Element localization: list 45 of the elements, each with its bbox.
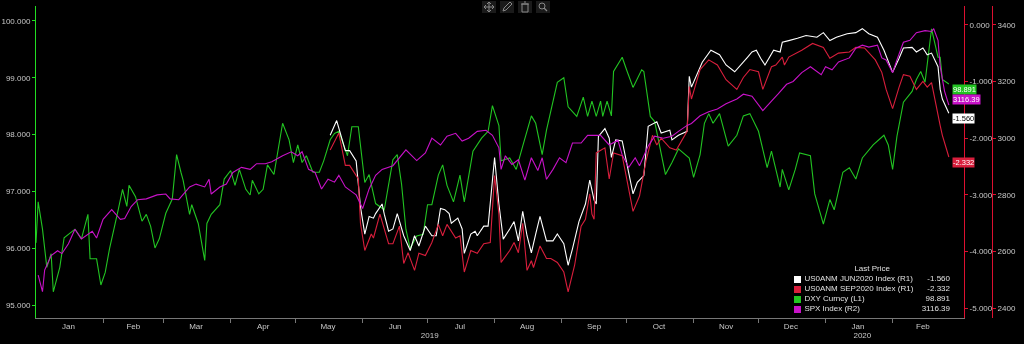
x-tick-label: Jun (388, 321, 402, 331)
x-tick-label: Jan (62, 321, 75, 331)
y3-tick-label: 3000 (997, 133, 1016, 143)
x2-tick-label: 2019 (420, 331, 440, 340)
x-tick-label: Oct (652, 321, 666, 331)
y2-tick-label: -5.000 (969, 304, 993, 314)
x-tick-label: Feb (915, 321, 931, 331)
y-tick-label: 100.000 (1, 16, 31, 26)
line-series (329, 42, 950, 293)
text: -2.332 (927, 284, 950, 293)
y3-tick-label: 3200 (997, 77, 1016, 87)
x-tick-label: May (320, 321, 336, 331)
x-tick-label: Jul (454, 321, 466, 331)
x2-tick-label: 2020 (853, 331, 872, 340)
x-tick-label: Nov (718, 321, 734, 331)
y2-tick-label: -3.000 (969, 190, 993, 200)
x-tick-label: Apr (256, 321, 270, 331)
y-tick-label: 95.000 (5, 301, 31, 311)
y2-tick-label: -2.000 (969, 133, 993, 143)
x-tick-label: Mar (189, 321, 204, 331)
y3-tick-label: 3400 (997, 20, 1016, 30)
y-tick-label: 96.000 (5, 244, 31, 254)
y2-tick-label: 0.000 (969, 20, 991, 30)
x-tick-label: Feb (126, 321, 141, 331)
text: -1.560 (927, 274, 950, 283)
legend-label: DXY Curncy (L1) (804, 294, 866, 304)
x-tick-label: Sep (586, 321, 602, 331)
x-tick-label: Jan (851, 321, 865, 331)
x-tick-label: Dec (783, 321, 799, 331)
y3-tick-label: 2400 (997, 304, 1016, 314)
legend-title: Last Price (853, 264, 891, 274)
text: 98.891 (925, 294, 950, 303)
text: 3116.39 (921, 304, 950, 313)
y-tick-label: 98.000 (5, 130, 31, 140)
y3-tick-label: 2800 (997, 190, 1016, 200)
x-tick-label: Aug (519, 321, 535, 331)
y2-tick-label: -4.000 (969, 247, 993, 257)
y2-tick-label: -1.000 (969, 77, 993, 87)
y-tick-label: 97.000 (5, 187, 31, 197)
legend-label: SPX Index (R2) (804, 304, 861, 314)
legend-label: US0ANM SEP2020 Index (R1) (804, 284, 914, 294)
legend-label: US0ANM JUN2020 Index (R1) (804, 274, 914, 284)
line-series (329, 28, 950, 266)
y3-tick-label: 2600 (997, 247, 1016, 257)
y-tick-label: 99.000 (5, 73, 31, 83)
